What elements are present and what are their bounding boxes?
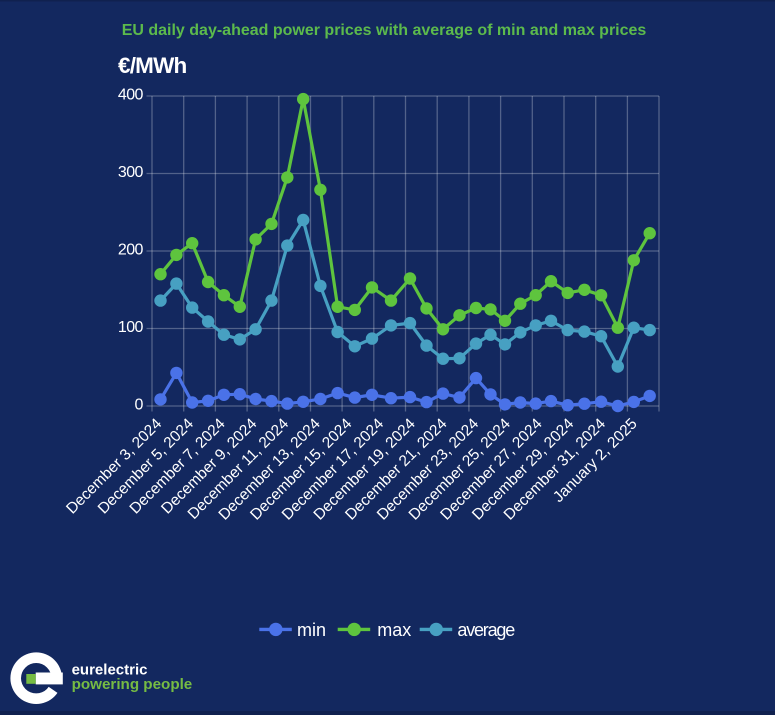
svg-text:100: 100 xyxy=(118,319,144,336)
svg-text:200: 200 xyxy=(118,242,144,259)
svg-text:EU daily day-ahead power price: EU daily day-ahead power prices with ave… xyxy=(122,22,647,39)
svg-text:min: min xyxy=(297,620,326,640)
svg-text:average: average xyxy=(457,620,515,640)
svg-text:0: 0 xyxy=(134,397,143,414)
svg-text:eurelectric: eurelectric xyxy=(72,661,148,678)
svg-text:400: 400 xyxy=(118,87,144,104)
svg-text:max: max xyxy=(377,620,411,640)
svg-text:€/MWh: €/MWh xyxy=(118,53,187,78)
svg-text:powering people: powering people xyxy=(72,676,193,693)
svg-text:300: 300 xyxy=(118,164,144,181)
